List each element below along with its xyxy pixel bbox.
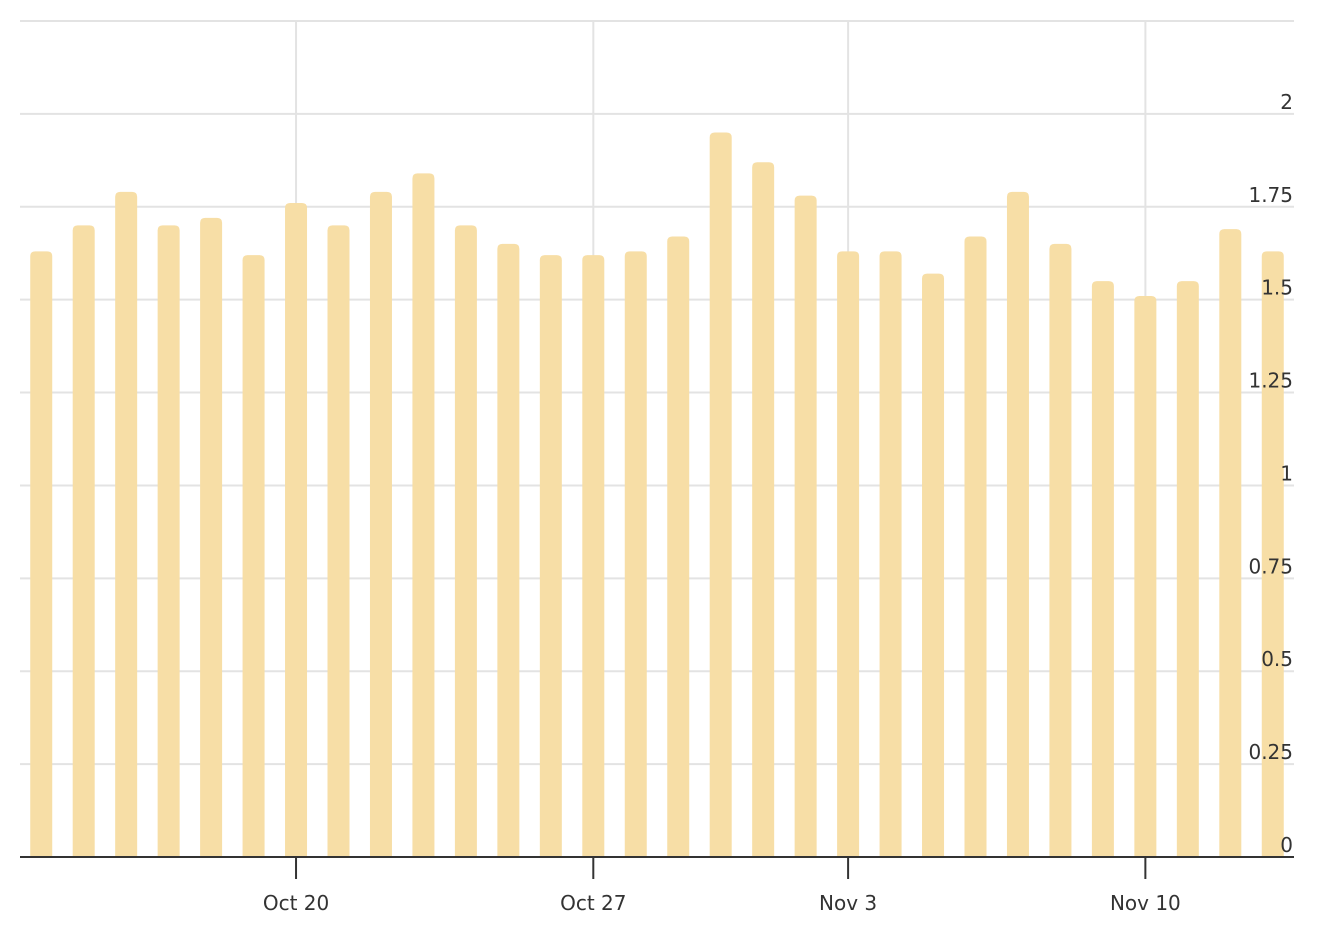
bar: [327, 225, 350, 857]
bar: [1006, 191, 1029, 858]
y-tick-label: 1: [1280, 461, 1293, 485]
y-tick-label: 1.75: [1248, 183, 1293, 207]
bar: [1049, 243, 1072, 857]
bar: [285, 203, 308, 857]
bar: [922, 273, 945, 857]
bar: [964, 236, 987, 858]
bar: [242, 255, 265, 857]
bar: [624, 251, 647, 857]
bar: [837, 251, 860, 857]
bar: [157, 225, 180, 857]
bar: [1219, 229, 1242, 857]
bar: [879, 251, 902, 857]
bar: [72, 225, 95, 857]
bar: [412, 173, 435, 858]
bar: [667, 236, 690, 858]
bar: [794, 195, 817, 857]
x-tick-label: Oct 20: [263, 891, 329, 915]
bar: [709, 132, 732, 857]
bar: [752, 162, 775, 858]
bar: [539, 255, 562, 857]
y-tick-label: 0.75: [1248, 554, 1293, 578]
bar: [369, 191, 392, 858]
bar: [30, 251, 53, 857]
x-tick-label: Oct 27: [560, 891, 626, 915]
bar: [115, 191, 138, 858]
bar: [454, 225, 477, 857]
bar: [1134, 295, 1157, 857]
bar: [1176, 281, 1199, 858]
y-tick-label: 0.5: [1261, 647, 1293, 671]
y-tick-label: 1.5: [1261, 276, 1293, 300]
y-tick-label: 0.25: [1248, 740, 1293, 764]
y-tick-label: 0: [1280, 833, 1293, 857]
bar: [582, 255, 605, 857]
bar: [497, 243, 520, 857]
bar: [200, 217, 223, 857]
y-tick-label: 1.25: [1248, 369, 1293, 393]
y-tick-label: 2: [1280, 90, 1293, 114]
x-tick-label: Nov 10: [1110, 891, 1181, 915]
x-tick-label: Nov 3: [819, 891, 877, 915]
bar: [1261, 251, 1284, 857]
bar: [1091, 281, 1114, 858]
